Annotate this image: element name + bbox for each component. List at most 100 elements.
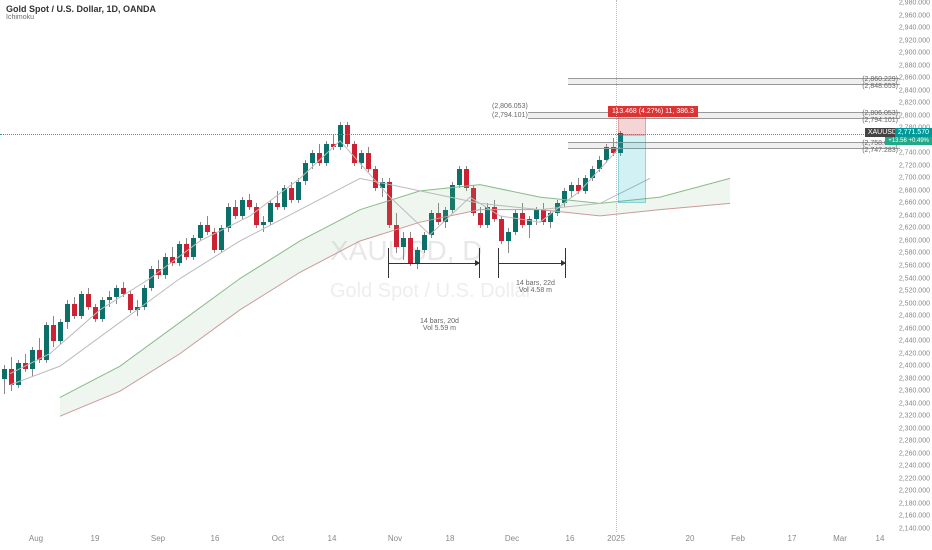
candle[interactable] — [58, 319, 63, 344]
candle[interactable] — [478, 207, 483, 229]
candle[interactable] — [471, 185, 476, 216]
date-range[interactable] — [498, 248, 566, 278]
candle[interactable] — [16, 360, 21, 388]
candle[interactable] — [128, 291, 133, 313]
candle[interactable] — [583, 175, 588, 194]
y-axis-label: 2,500.000 — [899, 300, 930, 307]
x-axis-label: Aug — [29, 534, 43, 543]
candle[interactable] — [555, 200, 560, 216]
candle[interactable] — [121, 282, 126, 298]
candle[interactable] — [429, 210, 434, 238]
candle[interactable] — [562, 188, 567, 207]
candle[interactable] — [184, 238, 189, 260]
candle[interactable] — [373, 166, 378, 191]
candle[interactable] — [247, 194, 252, 210]
candle[interactable] — [233, 200, 238, 219]
candle[interactable] — [212, 228, 217, 253]
candle[interactable] — [198, 222, 203, 241]
candle[interactable] — [590, 166, 595, 182]
stop-box[interactable] — [618, 116, 646, 135]
candle[interactable] — [114, 285, 119, 304]
candle[interactable] — [548, 210, 553, 229]
candle[interactable] — [149, 266, 154, 291]
y-axis-label: 2,880.000 — [899, 62, 930, 69]
candle[interactable] — [534, 207, 539, 226]
y-axis-label: 2,520.000 — [899, 288, 930, 295]
candle[interactable] — [37, 338, 42, 363]
candle[interactable] — [387, 178, 392, 228]
price-axis[interactable]: 2,140.0002,160.0002,180.0002,200.0002,22… — [900, 0, 932, 532]
candle[interactable] — [226, 203, 231, 231]
x-axis-label: 16 — [566, 534, 575, 543]
candle[interactable] — [163, 253, 168, 278]
candle[interactable] — [156, 260, 161, 279]
candle[interactable] — [359, 150, 364, 169]
y-axis-label: 2,640.000 — [899, 212, 930, 219]
candle[interactable] — [9, 357, 14, 391]
candle[interactable] — [86, 288, 91, 310]
candle[interactable] — [100, 297, 105, 322]
candle[interactable] — [436, 203, 441, 225]
candle[interactable] — [527, 216, 532, 238]
candle[interactable] — [457, 166, 462, 188]
price-zone[interactable] — [528, 112, 900, 119]
candle[interactable] — [324, 141, 329, 166]
candle[interactable] — [352, 141, 357, 166]
candle[interactable] — [450, 182, 455, 213]
candle[interactable] — [485, 203, 490, 228]
price-zone[interactable] — [568, 78, 900, 85]
y-axis-label: 2,480.000 — [899, 313, 930, 320]
target-box[interactable] — [618, 135, 646, 204]
candle[interactable] — [338, 122, 343, 150]
y-axis-label: 2,200.000 — [899, 488, 930, 495]
candle[interactable] — [520, 203, 525, 228]
candle[interactable] — [170, 247, 175, 266]
x-axis-label: 16 — [211, 534, 220, 543]
candle[interactable] — [177, 241, 182, 266]
candle[interactable] — [303, 160, 308, 185]
candle[interactable] — [443, 207, 448, 229]
candle[interactable] — [79, 291, 84, 319]
y-axis-label: 2,980.000 — [899, 0, 930, 7]
candle[interactable] — [366, 147, 371, 172]
candle[interactable] — [23, 354, 28, 373]
candle[interactable] — [380, 178, 385, 197]
candle[interactable] — [464, 166, 469, 191]
candle[interactable] — [576, 178, 581, 194]
candle[interactable] — [261, 216, 266, 232]
candle[interactable] — [51, 316, 56, 347]
candle[interactable] — [135, 300, 140, 316]
candle[interactable] — [142, 285, 147, 310]
y-axis-label: 2,600.000 — [899, 237, 930, 244]
candle[interactable] — [65, 300, 70, 328]
candle[interactable] — [331, 135, 336, 151]
candle[interactable] — [597, 156, 602, 172]
candle[interactable] — [289, 182, 294, 204]
candle[interactable] — [282, 185, 287, 210]
candle[interactable] — [254, 203, 259, 228]
candle[interactable] — [2, 365, 7, 394]
trade-metrics-label[interactable]: 113.468 (4.27%) 11, 386.3 — [608, 106, 698, 117]
time-axis[interactable]: Aug19Sep16Oct14Nov18Dec16202520Feb17Mar1… — [0, 532, 900, 550]
candle[interactable] — [107, 291, 112, 307]
candle[interactable] — [219, 225, 224, 253]
candle[interactable] — [205, 216, 210, 235]
candle[interactable] — [499, 216, 504, 244]
candle[interactable] — [513, 210, 518, 235]
candle[interactable] — [275, 191, 280, 210]
chart-area[interactable]: (2,860.229)(2,848.653)(2,806.053)(2,794.… — [0, 0, 900, 532]
candle[interactable] — [296, 178, 301, 203]
candle[interactable] — [541, 203, 546, 225]
candle[interactable] — [240, 197, 245, 219]
candle[interactable] — [44, 322, 49, 363]
candle[interactable] — [492, 200, 497, 222]
candle[interactable] — [30, 347, 35, 375]
candle[interactable] — [268, 200, 273, 225]
candle[interactable] — [191, 235, 196, 260]
date-range[interactable] — [388, 248, 480, 278]
candle[interactable] — [569, 182, 574, 198]
candle[interactable] — [310, 150, 315, 169]
candle[interactable] — [93, 304, 98, 323]
candle[interactable] — [317, 144, 322, 166]
candle[interactable] — [72, 297, 77, 319]
